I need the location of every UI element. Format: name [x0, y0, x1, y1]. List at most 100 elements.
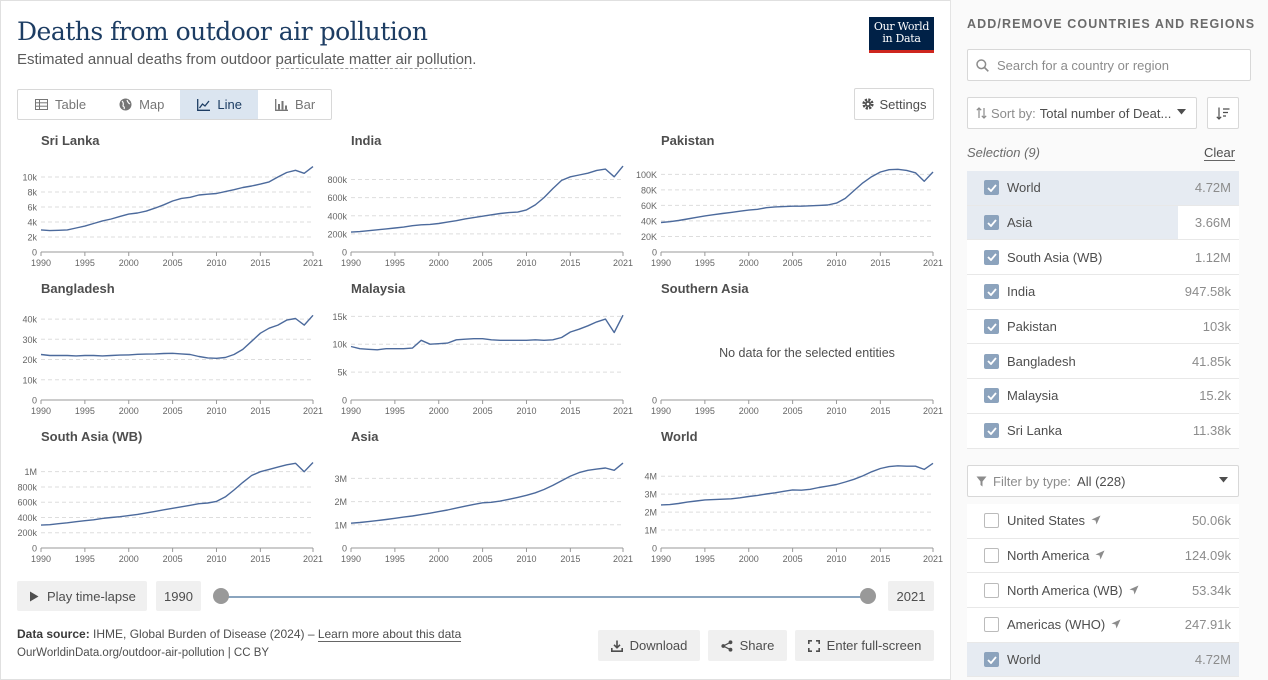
entity-checkbox[interactable] — [984, 319, 999, 335]
y-tick-label: 200k — [17, 528, 37, 538]
fullscreen-button[interactable]: Enter full-screen — [795, 630, 934, 661]
chart-panel-world: World 0 1M 2M 3M 4M 1990 1995 2000 2005 2010 2015 2… — [637, 429, 943, 569]
start-year[interactable]: 1990 — [156, 581, 201, 611]
entity-name: World — [1007, 180, 1041, 195]
series-line — [40, 462, 314, 526]
entity-checkbox[interactable] — [984, 215, 999, 231]
entity-checkbox[interactable] — [984, 249, 999, 265]
logo-line-1: Our World — [873, 20, 930, 33]
end-year[interactable]: 2021 — [888, 581, 934, 611]
download-button[interactable]: Download — [598, 630, 700, 661]
y-tick-label: 0 — [342, 248, 347, 258]
entity-checkbox[interactable] — [984, 617, 999, 633]
entity-checkbox[interactable] — [984, 353, 999, 369]
play-timelapse-button[interactable]: Play time-lapse — [17, 581, 147, 611]
entity-value: 41.85k — [1191, 353, 1231, 369]
funnel-icon — [976, 476, 987, 486]
x-tick-label: 2010 — [516, 554, 536, 564]
settings-button[interactable]: Settings — [854, 88, 934, 120]
table-icon — [35, 99, 48, 110]
search-icon — [976, 58, 989, 72]
download-label: Download — [629, 638, 688, 653]
panel-title: Sri Lanka — [41, 133, 100, 148]
check-icon — [986, 288, 997, 296]
entity-checkbox[interactable] — [984, 548, 999, 564]
entity-row[interactable]: World 4.72M — [967, 642, 1239, 678]
entity-checkbox[interactable] — [984, 513, 999, 529]
entity-row[interactable]: Americas (WHO) 247.91k — [967, 608, 1239, 643]
entity-row[interactable]: Malaysia 15.2k — [967, 379, 1239, 414]
entity-row[interactable]: United States 50.06k — [967, 504, 1239, 539]
entity-row[interactable]: Bangladesh 41.85k — [967, 344, 1239, 380]
x-tick-label: 1995 — [385, 258, 405, 268]
entity-row[interactable]: North America 124.09k — [967, 538, 1239, 574]
series-line — [350, 314, 624, 351]
x-tick-label: 2005 — [473, 258, 493, 268]
entity-row[interactable]: World 4.72M — [967, 171, 1239, 206]
search-input[interactable]: Search for a country or region — [967, 49, 1251, 81]
entity-checkbox[interactable] — [984, 180, 999, 196]
x-tick-label: 2010 — [516, 258, 536, 268]
share-icon — [721, 639, 733, 652]
subtitle-link[interactable]: particulate matter air pollution — [275, 51, 473, 69]
sort-arrows-icon — [976, 107, 987, 119]
panel-title: Bangladesh — [41, 281, 115, 296]
entity-row[interactable]: Sri Lanka 11.38k — [967, 413, 1239, 449]
clear-selection-link[interactable]: Clear — [1204, 145, 1236, 161]
y-tick-label: 20K — [641, 232, 657, 242]
x-tick-label: 2005 — [783, 406, 803, 416]
tab-table[interactable]: Table — [18, 90, 102, 119]
line-chart: 0 20K 40K 60K 80K 100K 1990 1995 2000 2005 2010 201… — [636, 168, 943, 268]
location-arrow-icon — [1091, 513, 1101, 528]
timeline-start-handle[interactable] — [213, 588, 229, 604]
chart-panel-south-asia-wb: South Asia (WB) 0 200k 400k 600k 800k 1M 1990 1… — [17, 429, 323, 569]
panel-title: Pakistan — [661, 133, 715, 148]
y-tick-label: 1M — [334, 520, 347, 530]
value-bar — [967, 205, 1178, 240]
x-tick-label: 2015 — [250, 258, 270, 268]
entity-checkbox[interactable] — [984, 284, 999, 300]
entity-checkbox[interactable] — [984, 388, 999, 404]
entity-name-text: Malaysia — [1007, 388, 1059, 404]
tab-line[interactable]: Line — [180, 90, 258, 119]
play-icon — [30, 591, 39, 601]
entity-row[interactable]: India 947.58k — [967, 275, 1239, 310]
y-tick-label: 5k — [337, 368, 347, 378]
entity-checkbox[interactable] — [984, 582, 999, 598]
entity-checkbox[interactable] — [984, 652, 999, 668]
x-tick-label: 2005 — [783, 258, 803, 268]
x-tick-label: 1995 — [75, 406, 95, 416]
entity-selector-sidebar: ADD/REMOVE COUNTRIES AND REGIONS Search … — [950, 0, 1268, 680]
tab-bar[interactable]: Bar — [258, 90, 331, 119]
tab-map[interactable]: Map — [102, 90, 180, 119]
y-tick-label: 0 — [32, 248, 37, 258]
x-tick-label: 2021 — [303, 554, 323, 564]
y-tick-label: 2M — [334, 497, 347, 507]
timeline-end-handle[interactable] — [860, 588, 876, 604]
entity-row[interactable]: South Asia (WB) 1.12M — [967, 240, 1239, 276]
sort-order-button[interactable] — [1207, 97, 1239, 129]
panel-title: Southern Asia — [661, 281, 749, 296]
entity-row[interactable]: Pakistan 103k — [967, 309, 1239, 345]
y-tick-label: 40K — [641, 216, 657, 226]
share-button[interactable]: Share — [708, 630, 787, 661]
y-tick-label: 800k — [327, 175, 347, 185]
entity-value: 247.91k — [1184, 617, 1231, 633]
sort-dropdown[interactable]: Sort by: Total number of Deat... — [967, 97, 1197, 129]
entity-row[interactable]: Asia 3.66M — [967, 205, 1239, 241]
entity-name-text: India — [1007, 284, 1036, 300]
entity-checkbox[interactable] — [984, 423, 999, 439]
tab-table-label: Table — [55, 97, 87, 112]
entity-row[interactable]: North America (WB) 53.34k — [967, 573, 1239, 609]
chart-tabs: Table Map Line Bar — [17, 89, 333, 120]
owid-logo[interactable]: Our World in Data — [869, 17, 934, 53]
y-tick-label: 6k — [27, 203, 37, 213]
entity-value: 15.2k — [1199, 388, 1231, 404]
y-tick-label: 100K — [636, 170, 657, 180]
filter-type-dropdown[interactable]: Filter by type: All (228) — [967, 465, 1239, 497]
timeline-slider-track[interactable] — [221, 596, 868, 598]
license-text[interactable]: OurWorldinData.org/outdoor-air-pollution… — [17, 647, 270, 659]
learn-more-link[interactable]: Learn more about this data — [317, 627, 462, 642]
x-tick-label: 2021 — [303, 406, 323, 416]
